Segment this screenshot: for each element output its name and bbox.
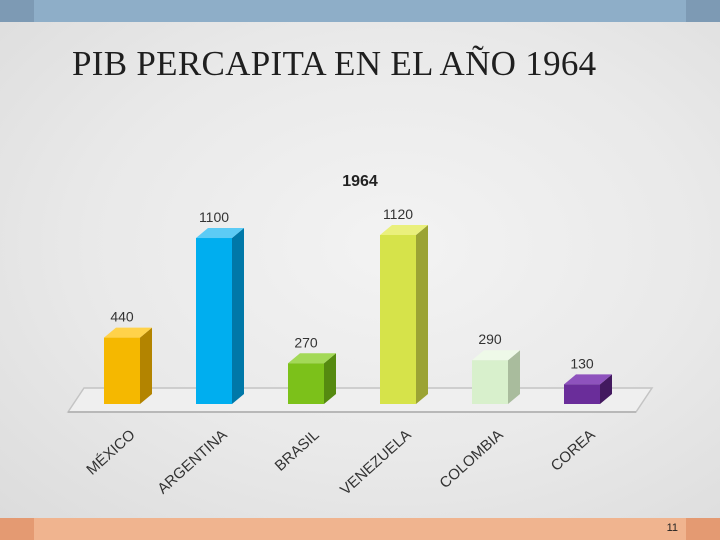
bar-venezuela xyxy=(380,235,416,404)
data-label-corea: 130 xyxy=(570,355,594,371)
top-band xyxy=(0,0,720,22)
bottom-band-right-cap xyxy=(686,518,720,540)
bar-top-colombia xyxy=(472,350,520,361)
bar-mexico xyxy=(104,337,140,404)
slide-background xyxy=(0,22,720,518)
data-label-brasil: 270 xyxy=(294,334,318,350)
bar-top-argentina xyxy=(196,228,244,239)
bar-top-mexico xyxy=(104,327,152,338)
data-label-mexico: 440 xyxy=(110,309,134,325)
bar-top-brasil xyxy=(288,353,336,364)
bar-brasil xyxy=(288,363,324,404)
bottom-band xyxy=(0,518,720,540)
bar-colombia xyxy=(472,360,508,404)
bar-side-venezuela xyxy=(416,225,428,404)
data-label-colombia: 290 xyxy=(478,331,502,347)
top-band-left-cap xyxy=(0,0,34,22)
category-label-mexico: MÉXICO xyxy=(83,426,138,478)
data-label-venezuela: 1120 xyxy=(383,206,413,222)
data-label-argentina: 1100 xyxy=(199,209,229,225)
category-label-colombia: COLOMBIA xyxy=(436,426,506,492)
bar-side-colombia xyxy=(508,350,520,404)
category-label-brasil: BRASIL xyxy=(272,426,323,474)
bar-top-corea xyxy=(564,374,612,385)
bar-side-brasil xyxy=(324,353,336,404)
slide-title: PIB PERCAPITA EN EL AÑO 1964 xyxy=(72,44,597,83)
chart-title: 1964 xyxy=(342,173,378,190)
bar-corea xyxy=(564,384,600,404)
bar-side-mexico xyxy=(140,327,152,404)
bar-top-venezuela xyxy=(380,225,428,235)
bar-side-argentina xyxy=(232,228,244,404)
bar-side-corea xyxy=(600,374,612,404)
bottom-band-left-cap xyxy=(0,518,34,540)
bar-argentina xyxy=(196,238,232,404)
category-label-argentina: ARGENTINA xyxy=(154,426,230,497)
page-number: 11 xyxy=(666,522,678,534)
category-label-venezuela: VENEZUELA xyxy=(337,426,415,498)
top-band-right-cap xyxy=(686,0,720,22)
category-label-corea: COREA xyxy=(548,426,599,474)
